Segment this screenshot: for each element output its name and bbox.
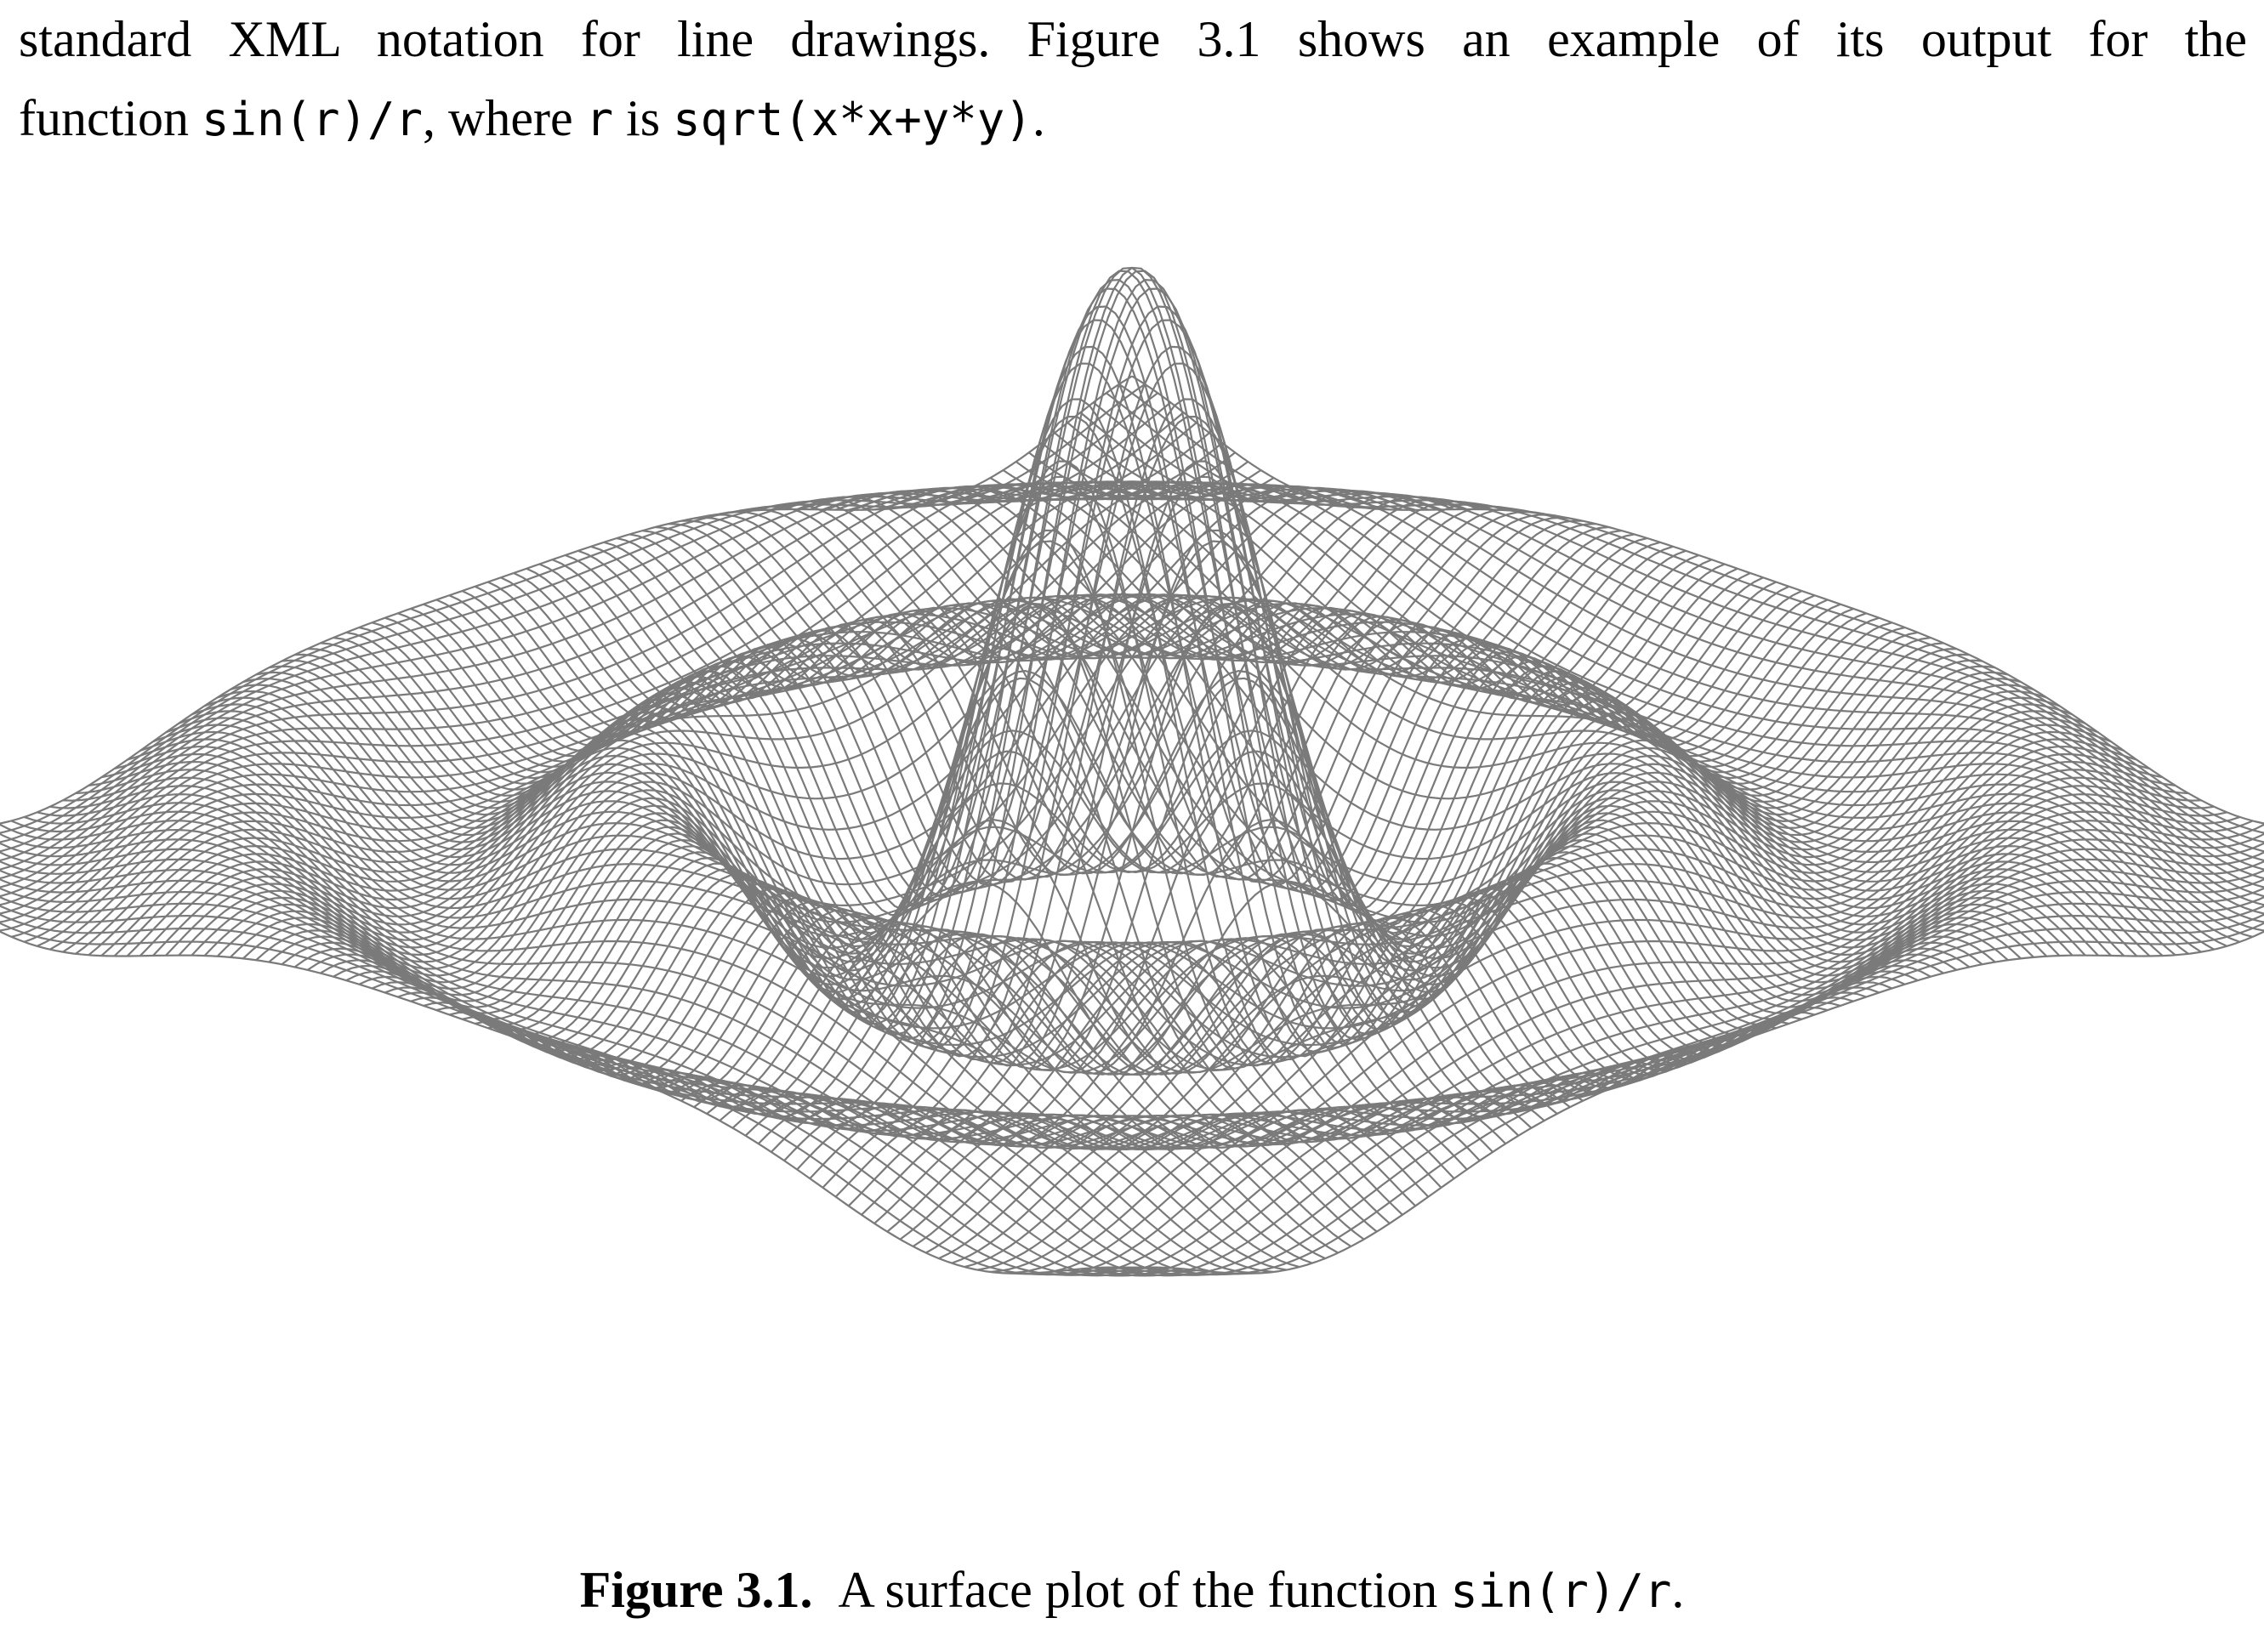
- code-span-sqrt: sqrt(x*x+y*y): [673, 93, 1032, 146]
- mesh-line: [0, 887, 1197, 1277]
- mesh-line: [964, 810, 2254, 1269]
- paragraph-line-2: function sin(r)/r, where r is sqrt(x*x+y…: [19, 79, 2247, 159]
- mesh-line: [372, 622, 1661, 1112]
- mesh-line: [0, 451, 1236, 898]
- mesh-line: [0, 913, 1158, 1276]
- caption-text: A surface plot of the function: [838, 1562, 1451, 1618]
- paragraph-line-1: standard XML notation for line drawings.…: [19, 11, 2247, 67]
- mesh-line: [951, 802, 2240, 1264]
- mesh-line: [1028, 451, 2264, 898]
- mesh-line: [0, 905, 1171, 1277]
- mesh-line: [0, 878, 1210, 1277]
- mesh-line: [24, 802, 1313, 1264]
- mesh-line: [114, 746, 1403, 1216]
- mesh-line: [37, 793, 1326, 1260]
- text-span: .: [1032, 90, 1045, 146]
- text-span: , where: [423, 90, 586, 146]
- mesh-line: [307, 648, 1596, 1127]
- mesh-line: [294, 653, 1584, 1130]
- mesh-line: [10, 810, 1300, 1269]
- mesh-line: [655, 642, 1944, 1125]
- mesh-line: [668, 648, 1957, 1127]
- mesh-line: [242, 678, 1533, 1139]
- mesh-line: [461, 305, 1751, 1085]
- text-span: function: [19, 90, 202, 146]
- mesh-line: [861, 746, 2150, 1216]
- surface-plot-figure: [0, 266, 2264, 1277]
- mesh-line: [1054, 878, 2264, 1277]
- code-span-r: r: [585, 93, 614, 146]
- body-paragraph: standard XML notation for line drawings.…: [19, 0, 2247, 159]
- mesh-line: [1106, 913, 2264, 1276]
- mesh-line: [1131, 930, 2264, 1275]
- mesh-line: [475, 278, 1764, 1081]
- mesh-line: [423, 460, 1712, 1097]
- mesh-line: [0, 896, 1184, 1277]
- mesh-line: [1067, 887, 2264, 1277]
- mesh-line: [0, 858, 1236, 1276]
- figure-caption: Figure 3.1. A surface plot of the functio…: [0, 1556, 2264, 1626]
- mesh-line: [938, 793, 2227, 1260]
- text-span: is: [613, 90, 674, 146]
- mesh-line: [590, 616, 1880, 1109]
- caption-end: .: [1671, 1562, 1685, 1618]
- mesh-line: [1028, 858, 2264, 1276]
- mesh-line: [487, 266, 1777, 1076]
- mesh-line: [500, 278, 1789, 1081]
- mesh-line: [680, 653, 1970, 1130]
- mesh-line: [603, 622, 1892, 1112]
- mesh-line: [0, 868, 1223, 1276]
- mesh-line: [1079, 412, 2264, 862]
- mesh-line: [873, 752, 2163, 1224]
- figure-label: Figure 3.1.: [579, 1562, 813, 1618]
- mesh-line: [1093, 905, 2264, 1277]
- mesh-line: [1080, 896, 2264, 1277]
- mesh-line: [1041, 868, 2264, 1276]
- mesh-line: [1118, 922, 2264, 1276]
- caption-code: sin(r)/r: [1450, 1564, 1672, 1618]
- mesh-line: [0, 930, 1133, 1275]
- mesh-line: [0, 922, 1146, 1276]
- mesh-line: [410, 529, 1699, 1101]
- mesh-line: [513, 305, 1803, 1085]
- code-span-function: sin(r)/r: [201, 93, 424, 146]
- mesh-line: [384, 616, 1674, 1109]
- mesh-line: [731, 678, 2022, 1139]
- mesh-line: [0, 412, 1185, 862]
- mesh-line: [320, 642, 1609, 1125]
- mesh-line: [487, 266, 1777, 1076]
- mesh-line: [565, 529, 1854, 1101]
- surface-mesh: [0, 266, 2264, 1277]
- mesh-line: [101, 752, 1391, 1224]
- mesh-line: [552, 460, 1841, 1097]
